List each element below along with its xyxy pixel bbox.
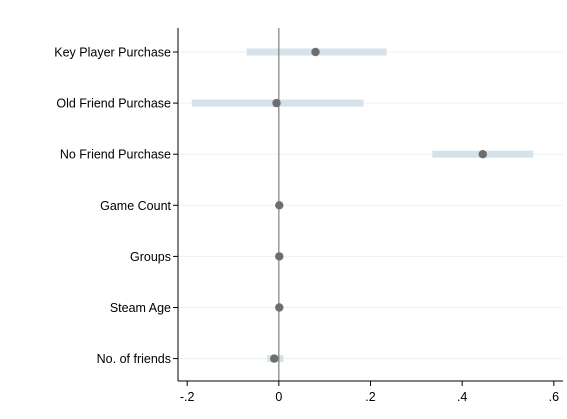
estimate-point	[275, 252, 284, 261]
estimate-point	[270, 354, 279, 363]
y-tick-label: No. of friends	[97, 352, 171, 366]
x-tick-label: -.2	[180, 390, 195, 404]
estimate-point	[311, 47, 320, 57]
x-tick-label: .2	[365, 390, 375, 404]
y-tick-label: No Friend Purchase	[60, 148, 171, 162]
estimate-point	[275, 303, 284, 312]
y-tick-label: Groups	[130, 250, 171, 264]
x-tick-label: 0	[275, 390, 282, 404]
y-tick-label: Game Count	[100, 199, 171, 213]
x-axis-ticks: -.2 0 .2 .4 .6	[180, 381, 559, 404]
y-axis-labels: Key Player Purchase Old Friend Purchase No…	[54, 46, 171, 367]
y-tick-label: Old Friend Purchase	[56, 97, 171, 111]
y-tick-label: Key Player Purchase	[54, 46, 171, 60]
y-tick-label: Steam Age	[110, 301, 171, 315]
estimate-point	[478, 150, 487, 159]
estimate-point	[275, 201, 284, 210]
x-tick-label: .6	[549, 390, 559, 404]
point-estimates	[270, 47, 487, 363]
estimate-point	[272, 98, 281, 108]
x-tick-label: .4	[457, 390, 467, 404]
